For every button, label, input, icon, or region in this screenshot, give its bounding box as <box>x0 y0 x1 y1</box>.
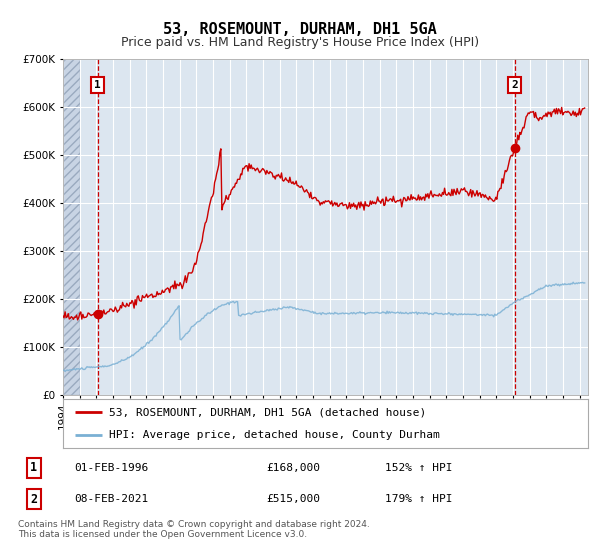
Text: Contains HM Land Registry data © Crown copyright and database right 2024.
This d: Contains HM Land Registry data © Crown c… <box>18 520 370 539</box>
Bar <box>63 59 80 395</box>
Text: 152% ↑ HPI: 152% ↑ HPI <box>385 463 452 473</box>
Text: 53, ROSEMOUNT, DURHAM, DH1 5GA: 53, ROSEMOUNT, DURHAM, DH1 5GA <box>163 22 437 38</box>
Text: 179% ↑ HPI: 179% ↑ HPI <box>385 494 452 505</box>
Text: HPI: Average price, detached house, County Durham: HPI: Average price, detached house, Coun… <box>109 430 440 440</box>
Text: £168,000: £168,000 <box>266 463 320 473</box>
Text: 1: 1 <box>94 80 101 90</box>
Text: 08-FEB-2021: 08-FEB-2021 <box>74 494 149 505</box>
Text: 53, ROSEMOUNT, DURHAM, DH1 5GA (detached house): 53, ROSEMOUNT, DURHAM, DH1 5GA (detached… <box>109 407 427 417</box>
Text: 1: 1 <box>30 461 37 474</box>
Bar <box>63 59 80 395</box>
Text: Price paid vs. HM Land Registry's House Price Index (HPI): Price paid vs. HM Land Registry's House … <box>121 36 479 49</box>
Text: £515,000: £515,000 <box>266 494 320 505</box>
Text: 2: 2 <box>30 493 37 506</box>
Text: 01-FEB-1996: 01-FEB-1996 <box>74 463 149 473</box>
Text: 2: 2 <box>511 80 518 90</box>
